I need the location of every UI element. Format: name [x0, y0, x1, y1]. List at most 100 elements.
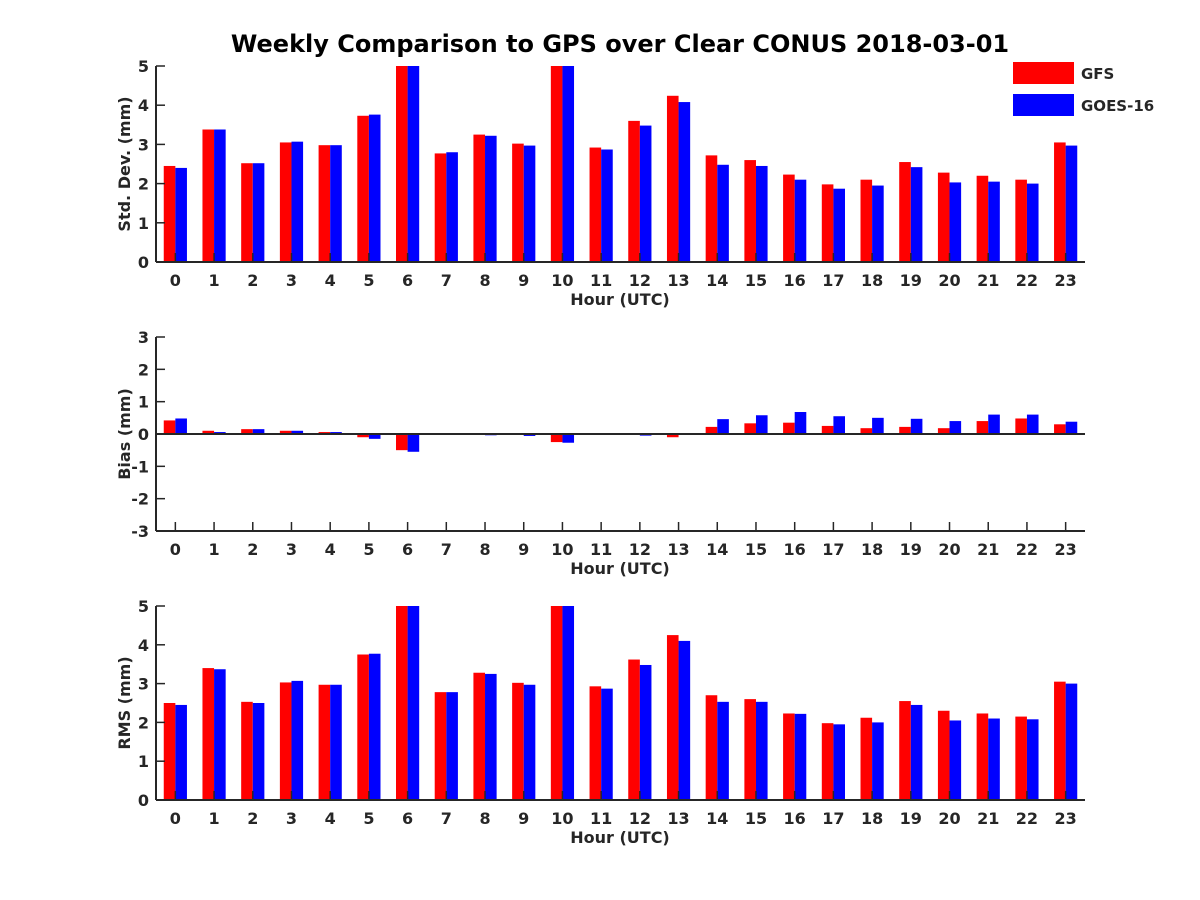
bar-gfs-1	[202, 668, 215, 800]
x-tick-label: 11	[590, 540, 612, 559]
x-tick-label: 14	[706, 271, 728, 290]
x-tick-label: 20	[938, 809, 960, 828]
bar-gfs-2	[241, 701, 253, 800]
bar-goes-16-11	[601, 688, 613, 800]
bar-goes-16-10	[562, 434, 575, 443]
bar-gfs-23	[1054, 424, 1066, 434]
bar-gfs-11	[589, 147, 602, 262]
y-tick-label: 1	[138, 752, 149, 771]
bar-goes-16-10	[562, 606, 575, 800]
x-tick-label: 4	[325, 540, 336, 559]
bar-goes-16-4	[330, 684, 342, 800]
bar-goes-16-6	[407, 66, 420, 262]
y-axis-label: Std. Dev. (mm)	[115, 96, 134, 231]
bar-goes-16-23	[1065, 421, 1078, 434]
x-tick-label: 18	[861, 809, 883, 828]
bar-gfs-0	[163, 703, 176, 800]
x-tick-label: 16	[784, 271, 806, 290]
bar-gfs-23	[1054, 142, 1066, 262]
y-tick-label: 0	[138, 425, 149, 444]
bar-goes-16-0	[175, 418, 187, 434]
bar-goes-16-7	[446, 692, 458, 800]
bar-gfs-16	[783, 713, 795, 800]
x-tick-label: 22	[1016, 540, 1038, 559]
bar-gfs-7	[434, 692, 447, 800]
x-tick-label: 19	[900, 540, 922, 559]
x-tick-label: 7	[441, 809, 452, 828]
x-tick-label: 19	[900, 271, 922, 290]
panel-stddev: 0 1 2 3 4 5 6 7 8 9 10 11 12 13 14 15 16 17 18 19 20 21 22 2301…	[115, 57, 1085, 309]
x-tick-label: 20	[938, 271, 960, 290]
legend-label-goes-16: GOES-16	[1081, 97, 1154, 115]
x-tick-label: 22	[1016, 271, 1038, 290]
bar-goes-16-23	[1065, 683, 1078, 800]
bar-gfs-12	[628, 120, 640, 262]
x-tick-label: 8	[479, 809, 490, 828]
bar-goes-16-20	[949, 182, 962, 262]
bar-goes-16-8	[485, 135, 497, 262]
y-tick-label: 1	[138, 214, 149, 233]
bar-gfs-0	[163, 420, 176, 434]
bar-gfs-15	[744, 699, 756, 800]
y-axis-label: RMS (mm)	[115, 656, 134, 749]
x-tick-label: 7	[441, 540, 452, 559]
y-tick-label: 0	[138, 253, 149, 272]
x-tick-label: 18	[861, 540, 883, 559]
y-tick-label: 2	[138, 360, 149, 379]
x-tick-label: 16	[784, 540, 806, 559]
bar-gfs-14	[705, 426, 718, 434]
y-tick-label: 2	[138, 175, 149, 194]
x-tick-label: 4	[325, 809, 336, 828]
bar-goes-16-7	[446, 152, 458, 262]
bar-gfs-5	[357, 115, 369, 262]
bar-gfs-22	[1015, 716, 1027, 800]
x-tick-label: 1	[208, 271, 219, 290]
bar-gfs-18	[860, 717, 873, 800]
bar-gfs-17	[821, 425, 834, 434]
bar-gfs-10	[550, 434, 563, 443]
bar-goes-16-5	[368, 653, 381, 800]
bar-gfs-1	[202, 430, 215, 434]
bar-goes-16-22	[1026, 719, 1039, 800]
bar-goes-16-14	[717, 701, 729, 800]
y-tick-label: 3	[138, 135, 149, 154]
x-axis-label: Hour (UTC)	[570, 828, 670, 847]
x-tick-label: 9	[518, 540, 529, 559]
panel-bias: 0 1 2 3 4 5 6 7 8 9 10 11 12 13 14 15 16 17 18 19 20 21 22 23-3…	[115, 328, 1085, 578]
bar-goes-16-2	[252, 429, 265, 434]
bar-gfs-21	[976, 713, 989, 800]
bar-gfs-6	[396, 66, 408, 262]
x-tick-label: 17	[822, 271, 844, 290]
bar-goes-16-14	[717, 164, 729, 262]
y-tick-label: 4	[138, 636, 149, 655]
x-tick-label: 18	[861, 271, 883, 290]
x-tick-label: 9	[518, 809, 529, 828]
x-tick-label: 7	[441, 271, 452, 290]
bar-goes-16-4	[330, 145, 342, 262]
legend-swatch-gfs	[1013, 62, 1074, 84]
y-tick-label: 1	[138, 393, 149, 412]
bar-goes-16-11	[601, 149, 613, 262]
bar-goes-16-22	[1026, 414, 1039, 434]
x-tick-label: 2	[247, 809, 258, 828]
bar-gfs-20	[937, 172, 950, 262]
bar-gfs-5	[357, 654, 369, 800]
bar-goes-16-1	[214, 669, 226, 800]
bar-goes-16-14	[717, 419, 729, 434]
bar-goes-16-18	[872, 722, 884, 800]
bar-gfs-4	[318, 684, 331, 800]
bar-gfs-23	[1054, 681, 1066, 800]
bar-gfs-3	[279, 430, 292, 434]
x-tick-label: 13	[667, 271, 689, 290]
bar-gfs-8	[473, 134, 486, 262]
bar-goes-16-0	[175, 704, 187, 800]
bar-gfs-15	[744, 160, 756, 262]
bar-goes-16-3	[291, 680, 304, 800]
x-tick-label: 15	[745, 271, 767, 290]
x-tick-label: 6	[402, 540, 413, 559]
bar-goes-16-6	[407, 434, 420, 452]
y-tick-label: -2	[131, 490, 149, 509]
bar-gfs-21	[976, 421, 989, 434]
bar-gfs-8	[473, 672, 486, 800]
bar-gfs-6	[396, 606, 408, 800]
